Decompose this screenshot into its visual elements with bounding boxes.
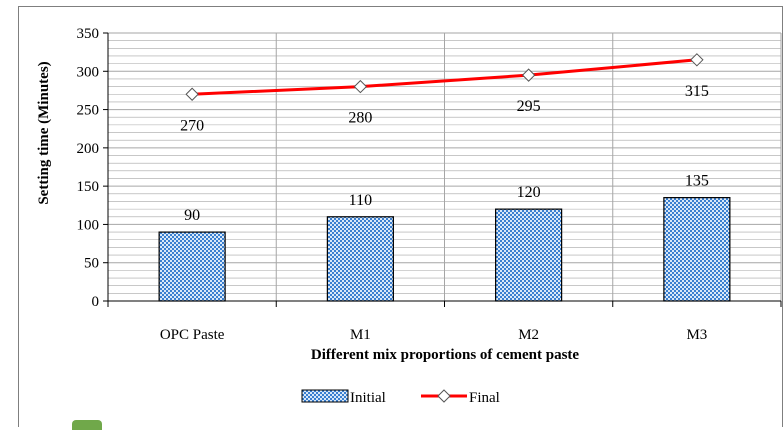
- marker-final: [353, 79, 368, 94]
- bar-initial: [495, 208, 563, 302]
- marker-final: [690, 53, 704, 67]
- data-label-initial: 90: [184, 207, 200, 224]
- y-tick-label: 150: [77, 179, 100, 195]
- line-final-path: [192, 58, 698, 96]
- y-tick-label: 200: [77, 141, 100, 157]
- y-axis-title: Setting time (Minutes): [36, 61, 52, 204]
- legend-swatch-initial: [301, 389, 349, 403]
- bar-initial: [158, 231, 226, 302]
- y-tick-label: 250: [77, 103, 100, 119]
- y-tick-label: 300: [77, 64, 100, 80]
- x-tick-label: M1: [350, 327, 371, 343]
- legend: Initial Final: [301, 389, 500, 406]
- legend-label-final: Final: [469, 390, 500, 406]
- data-label-final: 280: [348, 110, 372, 127]
- x-axis-title: Different mix proportions of cement past…: [311, 347, 579, 363]
- bar-initial: [663, 197, 731, 302]
- data-label-final: 315: [685, 83, 709, 100]
- y-tick-label: 50: [84, 256, 99, 272]
- legend-marker-final: [437, 389, 451, 403]
- y-tick-label: 0: [92, 294, 100, 310]
- bars-initial: [158, 197, 731, 302]
- data-label-final: 295: [517, 98, 541, 115]
- line-final: [185, 53, 704, 101]
- legend-label-initial: Initial: [350, 390, 386, 406]
- data-label-initial: 110: [349, 192, 372, 209]
- x-tick-label: M3: [686, 327, 707, 343]
- data-label-initial: 135: [685, 173, 709, 190]
- data-label-initial: 120: [517, 184, 541, 201]
- marker-final: [185, 87, 199, 101]
- bar-initial: [326, 216, 394, 302]
- corner-badge: [72, 420, 102, 430]
- data-labels: 90 110 120 135 270 280 295 315: [180, 83, 709, 224]
- x-tick-label: M2: [518, 327, 539, 343]
- marker-final: [521, 68, 536, 82]
- y-tick-label: 100: [77, 217, 100, 233]
- y-tick-label: 350: [77, 26, 100, 42]
- x-tick-label: OPC Paste: [160, 327, 225, 343]
- data-label-final: 270: [180, 117, 204, 134]
